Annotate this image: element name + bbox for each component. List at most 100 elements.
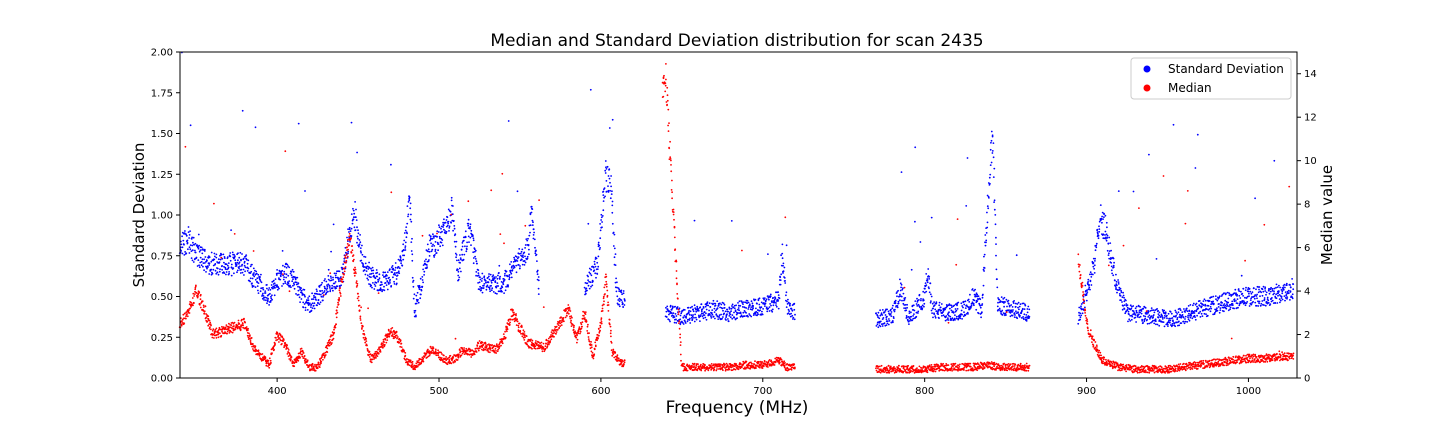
data-point: [529, 213, 532, 216]
data-point: [613, 233, 616, 236]
data-point: [1273, 159, 1276, 162]
data-point: [1258, 286, 1261, 288]
data-point: [611, 190, 613, 193]
data-point: [337, 301, 339, 304]
data-point: [183, 243, 185, 246]
data-point: [1095, 244, 1098, 247]
data-point: [370, 272, 373, 275]
data-point: [618, 290, 621, 292]
data-point: [194, 242, 197, 245]
data-point: [743, 301, 745, 303]
data-point: [989, 182, 991, 185]
data-point: [301, 353, 304, 356]
data-point: [187, 226, 190, 228]
data-point: [1003, 296, 1006, 299]
data-point: [286, 353, 289, 355]
data-point: [525, 335, 528, 337]
data-point: [1259, 295, 1261, 298]
data-point: [262, 292, 264, 295]
data-point: [566, 311, 569, 314]
data-point: [1114, 285, 1117, 287]
data-point: [443, 228, 445, 231]
data-point: [308, 302, 311, 305]
data-point: [291, 268, 294, 271]
data-point: [436, 230, 439, 233]
data-point: [414, 368, 416, 371]
data-point: [518, 252, 521, 255]
data-point: [672, 312, 675, 314]
data-point: [1158, 311, 1161, 314]
data-point: [507, 120, 510, 122]
data-point: [986, 211, 988, 214]
data-point: [281, 285, 283, 287]
data-point: [437, 249, 439, 252]
data-point: [356, 282, 359, 285]
data-point: [476, 262, 478, 265]
data-point: [1200, 312, 1203, 315]
data-point: [287, 274, 290, 277]
data-point: [201, 300, 204, 303]
data-point: [456, 259, 458, 262]
data-point: [432, 349, 434, 351]
data-point: [1173, 322, 1176, 325]
data-point: [1027, 305, 1030, 308]
data-point: [393, 272, 396, 275]
data-point: [985, 232, 988, 234]
data-point: [524, 244, 527, 246]
data-point: [990, 139, 993, 142]
data-point: [342, 276, 345, 279]
data-point: [208, 262, 211, 265]
data-point: [670, 308, 673, 311]
data-point: [599, 247, 601, 249]
data-point: [315, 299, 317, 301]
data-point: [604, 293, 606, 295]
data-point: [460, 249, 463, 251]
data-point: [977, 298, 979, 301]
data-point: [372, 272, 374, 275]
data-point: [194, 249, 196, 252]
data-point: [590, 344, 593, 346]
data-point: [906, 316, 908, 319]
data-point: [215, 337, 218, 339]
data-point: [515, 256, 518, 258]
data-point: [284, 280, 286, 283]
data-point: [278, 337, 281, 339]
data-point: [532, 221, 534, 224]
data-point: [196, 265, 199, 267]
data-point: [534, 345, 537, 348]
data-point: [618, 305, 621, 308]
data-point: [781, 257, 784, 260]
data-point: [250, 270, 253, 273]
data-point: [213, 258, 216, 261]
data-point: [963, 303, 966, 306]
data-point: [730, 310, 732, 312]
data-point: [500, 287, 502, 290]
data-point: [437, 231, 440, 233]
data-point: [993, 201, 995, 204]
data-point: [340, 276, 342, 278]
data-point: [460, 258, 462, 261]
data-point: [1188, 319, 1191, 322]
data-point: [1248, 292, 1250, 295]
data-point: [314, 369, 317, 372]
data-point: [354, 201, 356, 203]
data-point: [947, 319, 950, 321]
data-point: [382, 274, 384, 276]
data-point: [343, 273, 345, 276]
data-point: [327, 283, 330, 286]
data-point: [498, 347, 500, 350]
data-point: [1198, 312, 1200, 314]
data-point: [238, 256, 241, 259]
data-point: [353, 212, 356, 215]
data-point: [260, 281, 263, 284]
data-point: [307, 299, 310, 302]
data-point: [293, 365, 296, 368]
data-point: [416, 365, 419, 368]
data-point: [1022, 302, 1025, 305]
data-point: [355, 208, 357, 211]
data-point: [372, 269, 375, 272]
data-point: [348, 232, 351, 235]
data-point: [693, 219, 696, 222]
data-point: [917, 303, 920, 306]
data-point: [426, 243, 429, 246]
